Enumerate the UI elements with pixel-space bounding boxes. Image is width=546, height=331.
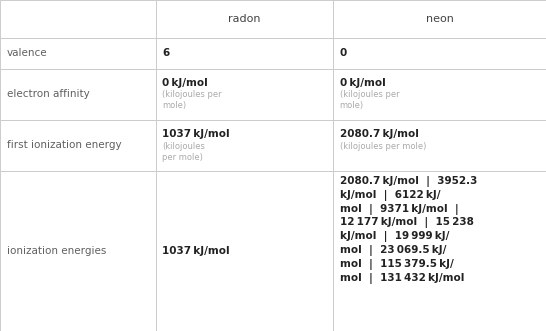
Bar [333, 120, 546, 171]
Text: 0 kJ/mol: 0 kJ/mol [340, 78, 385, 88]
Bar [156, 69, 333, 120]
Text: 0 kJ/mol: 0 kJ/mol [162, 78, 208, 88]
Text: first ionization energy: first ionization energy [7, 140, 121, 151]
Bar [333, 0, 546, 38]
Text: 1037 kJ/mol: 1037 kJ/mol [162, 246, 230, 256]
Bar [0, 171, 156, 331]
Bar [156, 38, 333, 69]
Bar [0, 69, 156, 120]
Bar [333, 171, 546, 331]
Text: 2080.7 kJ/mol: 2080.7 kJ/mol [340, 129, 418, 139]
Bar [156, 120, 333, 171]
Bar [156, 0, 333, 38]
Text: 1037 kJ/mol: 1037 kJ/mol [162, 129, 230, 139]
Bar [0, 120, 156, 171]
Text: electron affinity: electron affinity [7, 89, 90, 99]
Bar [156, 171, 333, 331]
Text: (kilojoules per
mole): (kilojoules per mole) [162, 90, 222, 111]
Text: 2080.7 kJ/mol  |  3952.3
kJ/mol  |  6122 kJ/
mol  |  9371 kJ/mol  |
12 177 kJ/mo: 2080.7 kJ/mol | 3952.3 kJ/mol | 6122 kJ/… [340, 176, 477, 284]
Text: 6: 6 [162, 48, 169, 58]
Text: valence: valence [7, 48, 47, 58]
Text: ionization energies: ionization energies [7, 246, 106, 256]
Text: (kilojoules
per mole): (kilojoules per mole) [162, 142, 205, 162]
Text: neon: neon [425, 14, 454, 24]
Bar [333, 38, 546, 69]
Text: radon: radon [228, 14, 260, 24]
Text: (kilojoules per mole): (kilojoules per mole) [340, 142, 426, 151]
Text: (kilojoules per
mole): (kilojoules per mole) [340, 90, 399, 111]
Bar [0, 0, 156, 38]
Bar [0, 38, 156, 69]
Text: 0: 0 [340, 48, 347, 58]
Bar [333, 69, 546, 120]
